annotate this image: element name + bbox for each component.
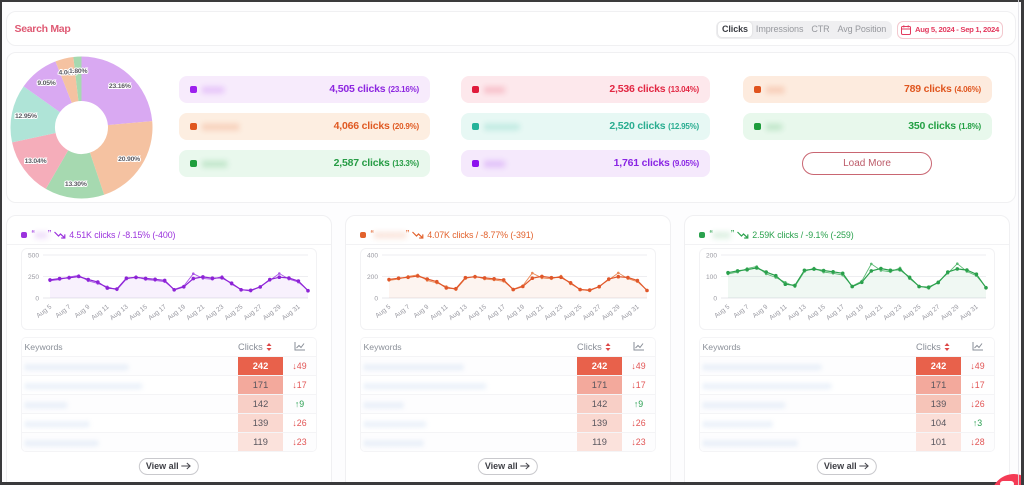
svg-text:Aug 21: Aug 21: [863, 303, 884, 322]
svg-text:Aug 31: Aug 31: [620, 303, 641, 322]
svg-text:Aug 15: Aug 15: [467, 303, 488, 322]
svg-text:Aug 11: Aug 11: [429, 303, 450, 321]
svg-text:Aug 25: Aug 25: [224, 303, 245, 322]
svg-text:Aug 29: Aug 29: [940, 303, 961, 322]
svg-text:Aug 5: Aug 5: [713, 303, 731, 319]
svg-text:200: 200: [706, 252, 717, 259]
svg-text:100: 100: [706, 273, 717, 280]
svg-text:Aug 17: Aug 17: [147, 303, 168, 322]
svg-text:Aug 13: Aug 13: [109, 303, 130, 322]
svg-text:0: 0: [713, 295, 717, 302]
svg-text:12.95%: 12.95%: [15, 113, 37, 120]
svg-text:Aug 29: Aug 29: [262, 303, 283, 322]
svg-text:Aug 27: Aug 27: [582, 303, 603, 322]
svg-text:20.90%: 20.90%: [118, 156, 140, 163]
svg-text:Aug 17: Aug 17: [825, 303, 846, 322]
svg-text:500: 500: [28, 252, 39, 259]
svg-text:23.16%: 23.16%: [109, 83, 131, 90]
svg-text:Aug 13: Aug 13: [787, 303, 808, 322]
svg-text:Aug 11: Aug 11: [768, 303, 789, 321]
svg-text:Aug 21: Aug 21: [185, 303, 206, 322]
svg-text:13.04%: 13.04%: [25, 158, 47, 165]
svg-text:200: 200: [367, 273, 378, 280]
svg-text:250: 250: [28, 273, 39, 280]
svg-text:9.05%: 9.05%: [37, 80, 55, 87]
svg-text:Aug 7: Aug 7: [393, 303, 411, 319]
svg-text:Aug 25: Aug 25: [902, 303, 923, 322]
svg-text:400: 400: [367, 252, 378, 259]
svg-text:Aug 15: Aug 15: [806, 303, 827, 322]
svg-text:Aug 27: Aug 27: [921, 303, 942, 322]
svg-text:Aug 29: Aug 29: [601, 303, 622, 322]
svg-text:Aug 7: Aug 7: [732, 303, 750, 319]
svg-text:Aug 27: Aug 27: [243, 303, 264, 322]
svg-text:0: 0: [374, 295, 378, 302]
svg-text:Aug 31: Aug 31: [959, 303, 980, 322]
svg-text:Aug 19: Aug 19: [844, 303, 865, 322]
svg-text:Aug 25: Aug 25: [563, 303, 584, 322]
svg-text:Aug 15: Aug 15: [128, 303, 149, 322]
svg-text:Aug 31: Aug 31: [281, 303, 302, 322]
svg-text:Aug 5: Aug 5: [374, 303, 392, 319]
svg-text:Aug 23: Aug 23: [882, 303, 903, 322]
svg-text:Aug 5: Aug 5: [35, 303, 53, 319]
svg-text:Aug 9: Aug 9: [413, 303, 431, 319]
svg-text:4.06%: 4.06%: [59, 70, 77, 77]
svg-text:Aug 23: Aug 23: [543, 303, 564, 322]
svg-text:Aug 21: Aug 21: [524, 303, 545, 322]
svg-text:Aug 23: Aug 23: [204, 303, 225, 322]
svg-text:0: 0: [35, 295, 39, 302]
svg-text:Aug 19: Aug 19: [166, 303, 187, 322]
svg-text:Aug 17: Aug 17: [486, 303, 507, 322]
svg-text:Aug 9: Aug 9: [74, 303, 92, 319]
svg-text:Aug 9: Aug 9: [752, 303, 770, 319]
svg-text:1.80%: 1.80%: [69, 68, 87, 75]
svg-text:13.30%: 13.30%: [65, 181, 87, 188]
svg-text:Aug 7: Aug 7: [54, 303, 72, 319]
svg-text:Aug 13: Aug 13: [448, 303, 469, 322]
svg-text:Aug 11: Aug 11: [90, 303, 111, 321]
svg-text:Aug 19: Aug 19: [505, 303, 526, 322]
